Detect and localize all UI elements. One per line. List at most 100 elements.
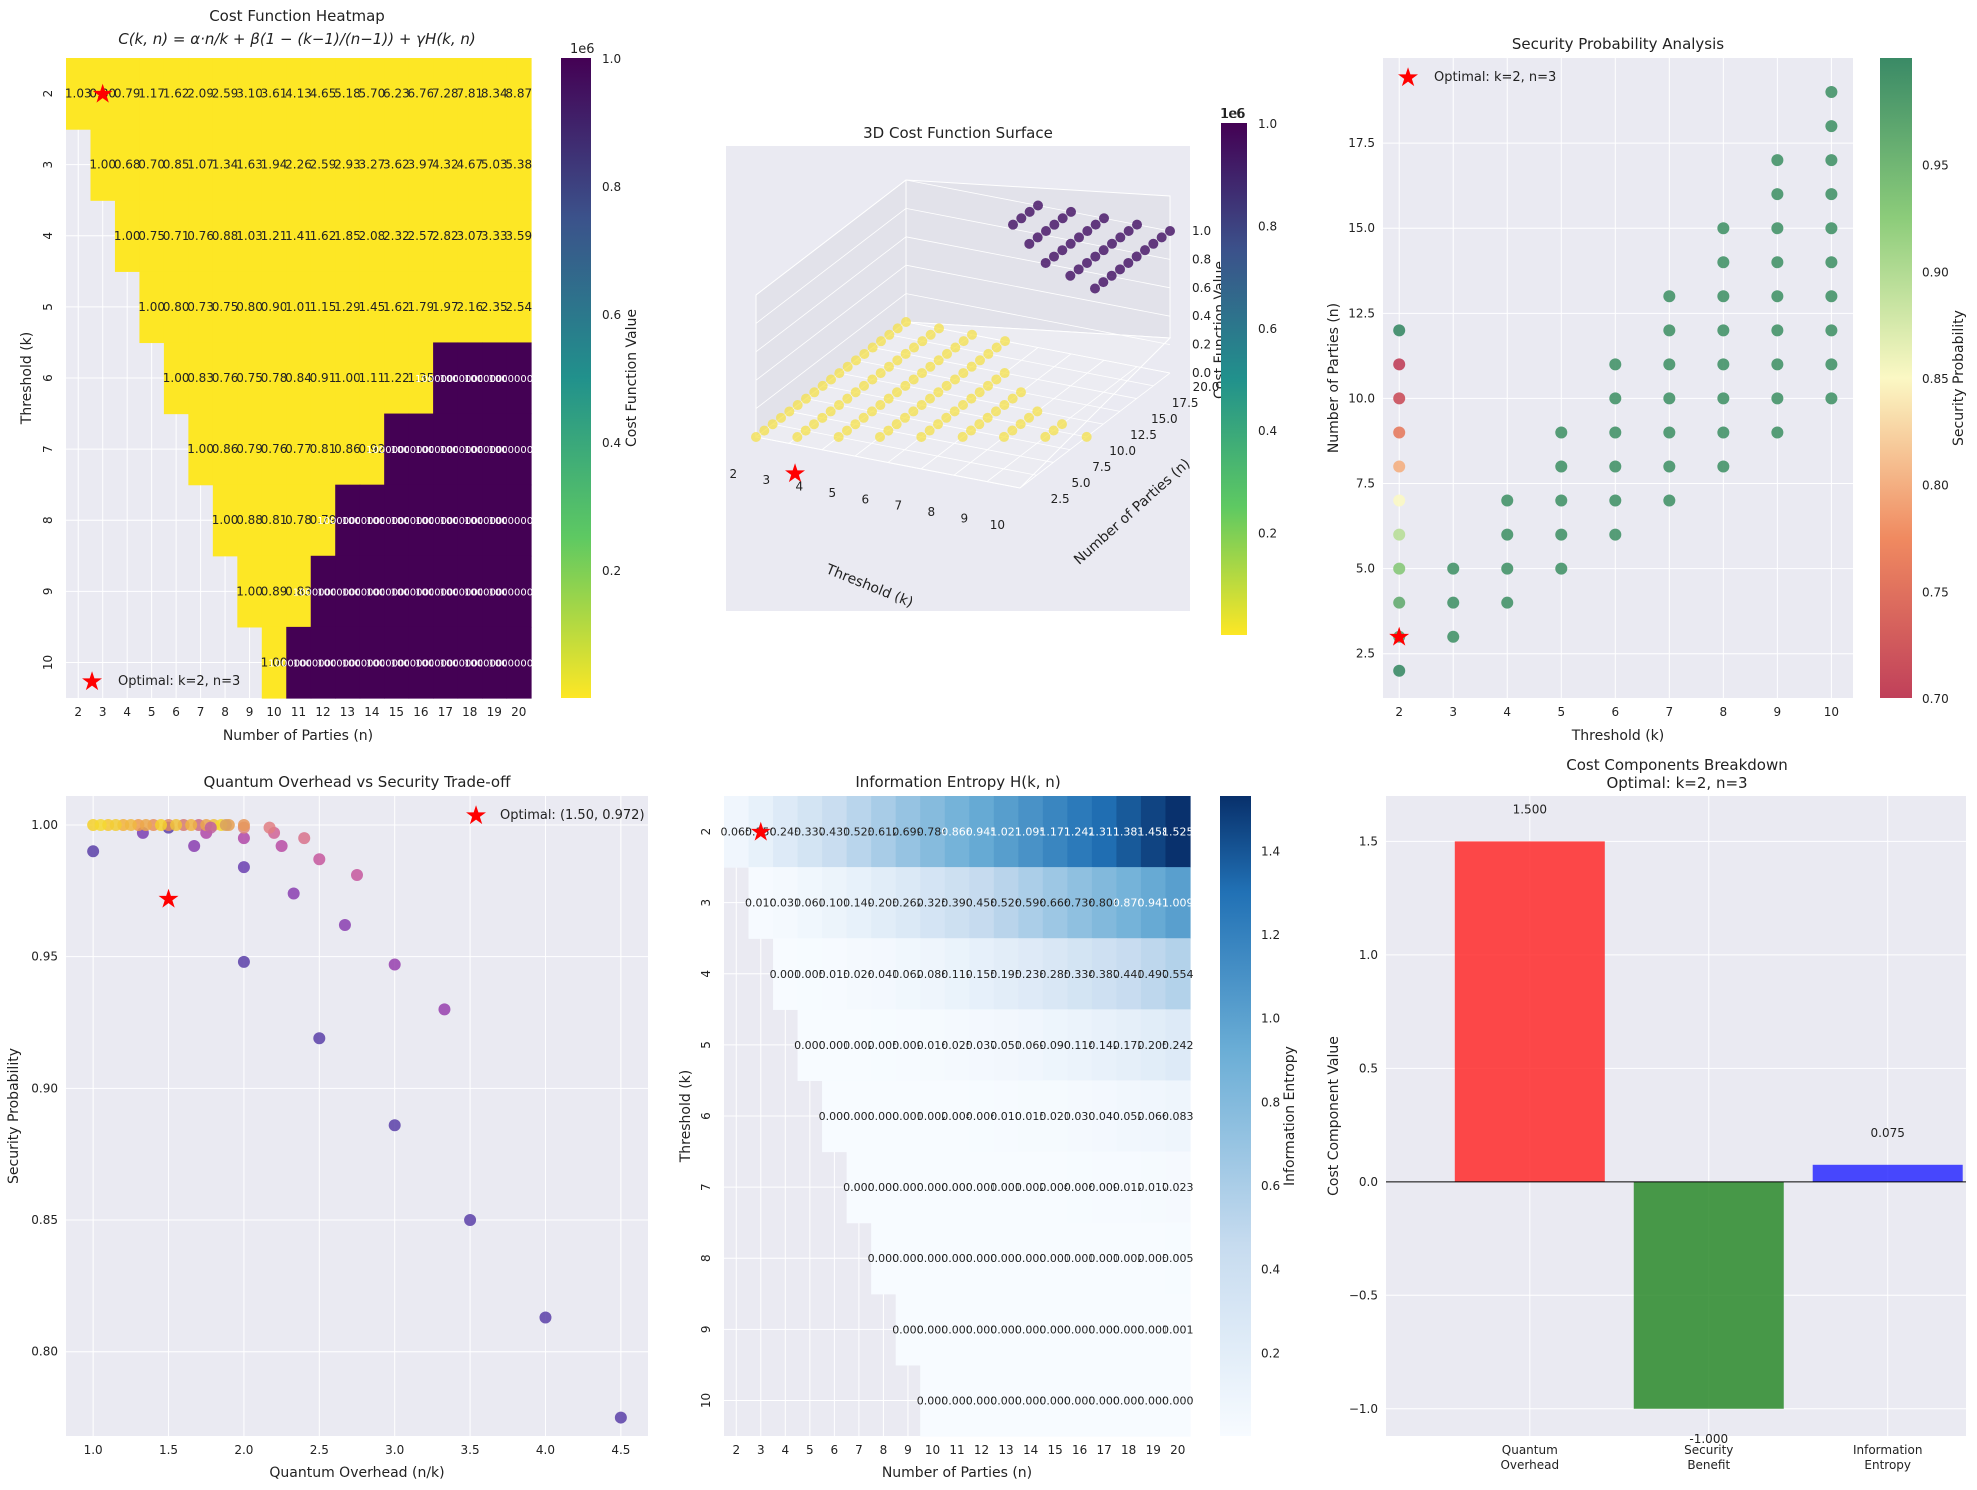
data-point xyxy=(237,955,250,968)
heatmap-cell xyxy=(1091,1151,1118,1224)
data-point xyxy=(892,323,903,334)
data-point xyxy=(784,406,795,417)
heatmap-cell xyxy=(1116,1009,1142,1082)
heatmap-cell xyxy=(139,200,165,272)
heatmap-cell xyxy=(457,200,483,272)
heatmap-cell xyxy=(310,129,336,201)
data-point xyxy=(539,1311,552,1324)
y-tick: 5.0 xyxy=(1356,562,1375,576)
cell-label: 1000000.00 xyxy=(464,658,524,669)
y-tick: 10.0 xyxy=(1109,444,1136,458)
cell-label: 1000000.00 xyxy=(464,374,524,385)
data-point xyxy=(1393,494,1406,507)
cell-label: 0.000 xyxy=(1064,1323,1096,1336)
cell-label: 0.090 xyxy=(1039,1039,1071,1052)
chart-title: Security Probability Analysis xyxy=(1512,35,1724,53)
x-tick: 8 xyxy=(1720,705,1728,719)
cell-label: 1.00 xyxy=(212,513,239,527)
heatmap-cell xyxy=(335,200,361,272)
cell-label: 1.41 xyxy=(285,229,312,243)
heatmap-cell xyxy=(1067,1080,1093,1153)
z-tick: 0.4 xyxy=(1192,309,1211,323)
cell-label: 1.03 xyxy=(65,87,92,101)
cell-label: 0.004 xyxy=(1039,1181,1071,1194)
cell-label: 0.000 xyxy=(917,1181,949,1194)
colorbar-tick: 0.80 xyxy=(1922,479,1949,493)
cell-label: 0.000 xyxy=(819,1110,851,1123)
cell-label: 0.001 xyxy=(966,1181,998,1194)
heatmap-cell xyxy=(1042,867,1068,939)
heatmap-cell xyxy=(163,200,189,272)
z-tick: 0.6 xyxy=(1192,281,1211,295)
cell-label: 0.040 xyxy=(1088,1110,1120,1123)
x-axis-label: Number of Parties (n) xyxy=(882,1465,1032,1481)
data-point xyxy=(1771,324,1784,337)
data-point xyxy=(975,355,985,366)
data-point xyxy=(999,399,1010,410)
data-point xyxy=(1393,562,1406,575)
heatmap-cell xyxy=(895,796,921,868)
x-tick: 20 xyxy=(1170,1443,1185,1457)
cell-label: 0.79 xyxy=(236,442,263,456)
cell-label: 0.051 xyxy=(990,1039,1022,1052)
x-tick: 17 xyxy=(1097,1443,1112,1457)
heatmap-cell xyxy=(237,271,263,344)
data-point xyxy=(1115,232,1126,243)
data-point xyxy=(237,818,250,831)
cell-label: 0.083 xyxy=(1162,1110,1194,1123)
data-point xyxy=(1825,324,1838,337)
cell-label: 0.016 xyxy=(917,1039,949,1052)
data-point xyxy=(87,845,100,858)
heatmap-cell xyxy=(1140,938,1167,1010)
data-point xyxy=(892,355,903,366)
heatmap-cell xyxy=(286,129,312,201)
data-point xyxy=(900,380,911,391)
heatmap-cell xyxy=(408,342,434,415)
y-tick: 20.0 xyxy=(1193,380,1220,394)
cell-label: 0.75 xyxy=(212,300,239,314)
cell-label: 0.80 xyxy=(163,300,190,314)
heatmap-cell xyxy=(286,58,312,130)
cell-label: 0.000 xyxy=(966,1323,998,1336)
data-point xyxy=(219,818,232,831)
data-point xyxy=(313,1032,326,1045)
heatmap-cell xyxy=(920,1009,946,1082)
x-tick: 19 xyxy=(487,705,502,719)
cell-label: 0.945 xyxy=(966,826,998,839)
data-point xyxy=(438,1003,451,1016)
heatmap-cell xyxy=(1067,796,1093,868)
data-point xyxy=(298,832,311,845)
heatmap-cell xyxy=(433,58,459,130)
cell-label: 0.001 xyxy=(1039,1252,1071,1265)
chart-subtitle: Optimal: k=2, n=3 xyxy=(1606,774,1747,792)
data-point xyxy=(1717,358,1730,371)
data-point xyxy=(1717,460,1730,473)
cell-label: 0.68 xyxy=(114,158,141,172)
legend-star-icon: ★ xyxy=(80,667,103,697)
colorbar xyxy=(1880,58,1912,698)
cell-label: 0.000 xyxy=(990,1394,1022,1407)
heatmap-cell xyxy=(310,58,336,130)
x-tick: 17 xyxy=(438,705,453,719)
cell-label: 0.041 xyxy=(868,968,900,981)
data-point xyxy=(1098,277,1109,288)
data-point xyxy=(287,887,300,900)
x-axis-label: Number of Parties (n) xyxy=(223,728,373,744)
cell-label: 1000000.00 xyxy=(415,587,475,598)
heatmap-cell xyxy=(871,938,897,1010)
data-point xyxy=(1016,387,1026,398)
x-tick: 2 xyxy=(732,1443,740,1457)
cell-label: 0.000 xyxy=(1039,1394,1071,1407)
x-tick: 15 xyxy=(389,705,404,719)
heatmap-cell xyxy=(310,271,336,344)
heatmap-cell xyxy=(846,1009,872,1082)
heatmap-cell xyxy=(944,1080,970,1153)
cell-label: 0.000 xyxy=(941,1394,973,1407)
heatmap-cell xyxy=(482,555,508,628)
z-scale-label: 1e6 xyxy=(1220,107,1245,122)
heatmap-cell xyxy=(261,342,287,415)
x-tick: 8 xyxy=(221,705,229,719)
data-point xyxy=(891,419,902,430)
colorbar-tick: 0.4 xyxy=(602,436,621,450)
heatmap-cell xyxy=(895,1151,921,1224)
